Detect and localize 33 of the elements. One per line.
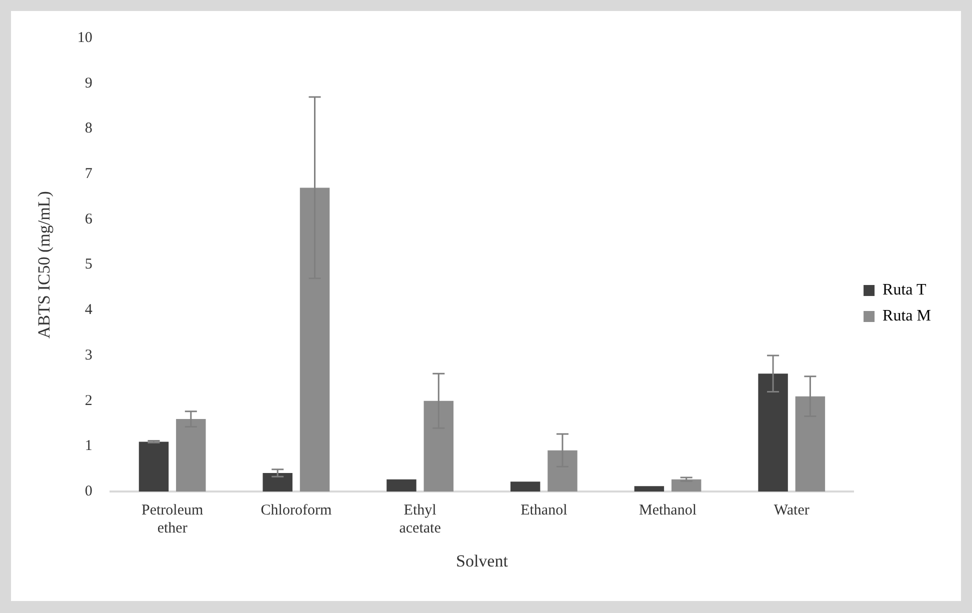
legend-label: Ruta T — [882, 282, 926, 299]
y-tick-label: 2 — [84, 392, 92, 409]
y-tick-label: 3 — [84, 347, 92, 364]
y-tick-label: 1 — [84, 438, 92, 454]
bar — [262, 473, 292, 492]
y-tick-label: 10 — [77, 30, 92, 46]
bar — [138, 442, 169, 492]
y-tick-label: 6 — [84, 211, 93, 228]
y-axis-title: ABTS IC50 (mg/mL) — [34, 191, 54, 338]
y-tick-label: 0 — [84, 484, 92, 500]
bar — [386, 479, 416, 492]
x-tick-label: Ethanol — [520, 502, 568, 519]
x-tick-label: Chloroform — [260, 502, 332, 519]
bar — [510, 482, 540, 492]
bar — [548, 450, 578, 492]
y-tick-label: 7 — [84, 166, 93, 182]
bar — [758, 374, 788, 492]
y-tick-label: 5 — [84, 256, 92, 273]
y-tick-label: 9 — [84, 75, 92, 92]
bar — [634, 486, 664, 492]
x-tick-label: Water — [774, 502, 810, 519]
bar — [795, 396, 826, 492]
bar — [176, 419, 206, 492]
y-tick-label: 8 — [84, 120, 92, 137]
bar — [300, 188, 330, 492]
y-tick-label: 4 — [84, 302, 93, 318]
x-tick-label: Petroleum ether — [142, 502, 204, 537]
bar — [671, 479, 702, 492]
legend-label: Ruta M — [882, 308, 932, 325]
x-tick-label: Methanol — [639, 502, 697, 519]
bar — [424, 400, 454, 492]
x-axis-title: Solvent — [456, 551, 508, 570]
x-tick-label: Ethyl acetate — [399, 502, 442, 537]
